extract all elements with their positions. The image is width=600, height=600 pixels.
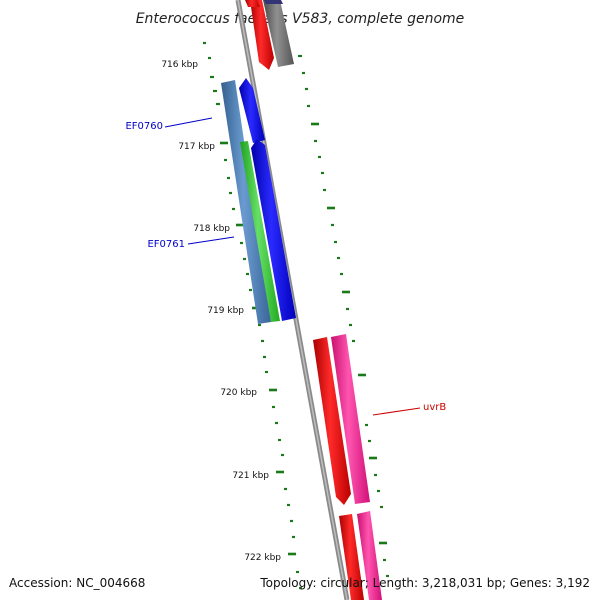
- feature-blue-arrow-upper[interactable]: [239, 78, 265, 143]
- feature-green-gene[interactable]: [240, 141, 280, 322]
- genome-summary-text: Topology: circular; Length: 3,218,031 bp…: [259, 576, 590, 590]
- tick-label-718: 718 kbp: [193, 224, 230, 234]
- feature-top-gray-bar[interactable]: [263, 0, 294, 67]
- gene-label-EF0760[interactable]: EF0760: [125, 121, 163, 132]
- tick-label-716: 716 kbp: [161, 60, 198, 70]
- ruler-labels: 716 kbp 717 kbp 718 kbp 719 kbp 720 kbp …: [161, 60, 281, 563]
- feature-pink-bottom[interactable]: [357, 511, 382, 600]
- feature-pink-gene-uvrB[interactable]: [331, 334, 370, 504]
- feature-top-red-arrow[interactable]: [250, 0, 274, 70]
- tick-label-721: 721 kbp: [232, 471, 269, 481]
- feature-blue-arrow-lower[interactable]: [251, 139, 296, 321]
- feature-red-arrow-uvrB[interactable]: [313, 337, 351, 505]
- gene-label-uvrB[interactable]: uvrB: [423, 402, 446, 413]
- tick-label-717: 717 kbp: [178, 142, 215, 152]
- feature-top-navy-fragment[interactable]: [264, 0, 283, 4]
- tick-label-720: 720 kbp: [220, 388, 257, 398]
- accession-text: Accession: NC_004668: [9, 576, 145, 590]
- ruler-ticks-right: [298, 54, 389, 578]
- feature-steelblue-gene[interactable]: [221, 80, 271, 324]
- tick-label-719: 719 kbp: [207, 306, 244, 316]
- feature-red-bottom[interactable]: [339, 514, 364, 600]
- tick-label-722: 722 kbp: [244, 553, 281, 563]
- label-leader-uvrB: [372, 407, 421, 416]
- gene-label-EF0761[interactable]: EF0761: [147, 239, 185, 250]
- label-leader-EF0761: [187, 236, 235, 245]
- feature-top-red-fragment[interactable]: [245, 0, 260, 7]
- map-title: Enterococcus faecalis V583, complete gen…: [136, 11, 465, 27]
- label-leader-EF0760: [164, 117, 213, 128]
